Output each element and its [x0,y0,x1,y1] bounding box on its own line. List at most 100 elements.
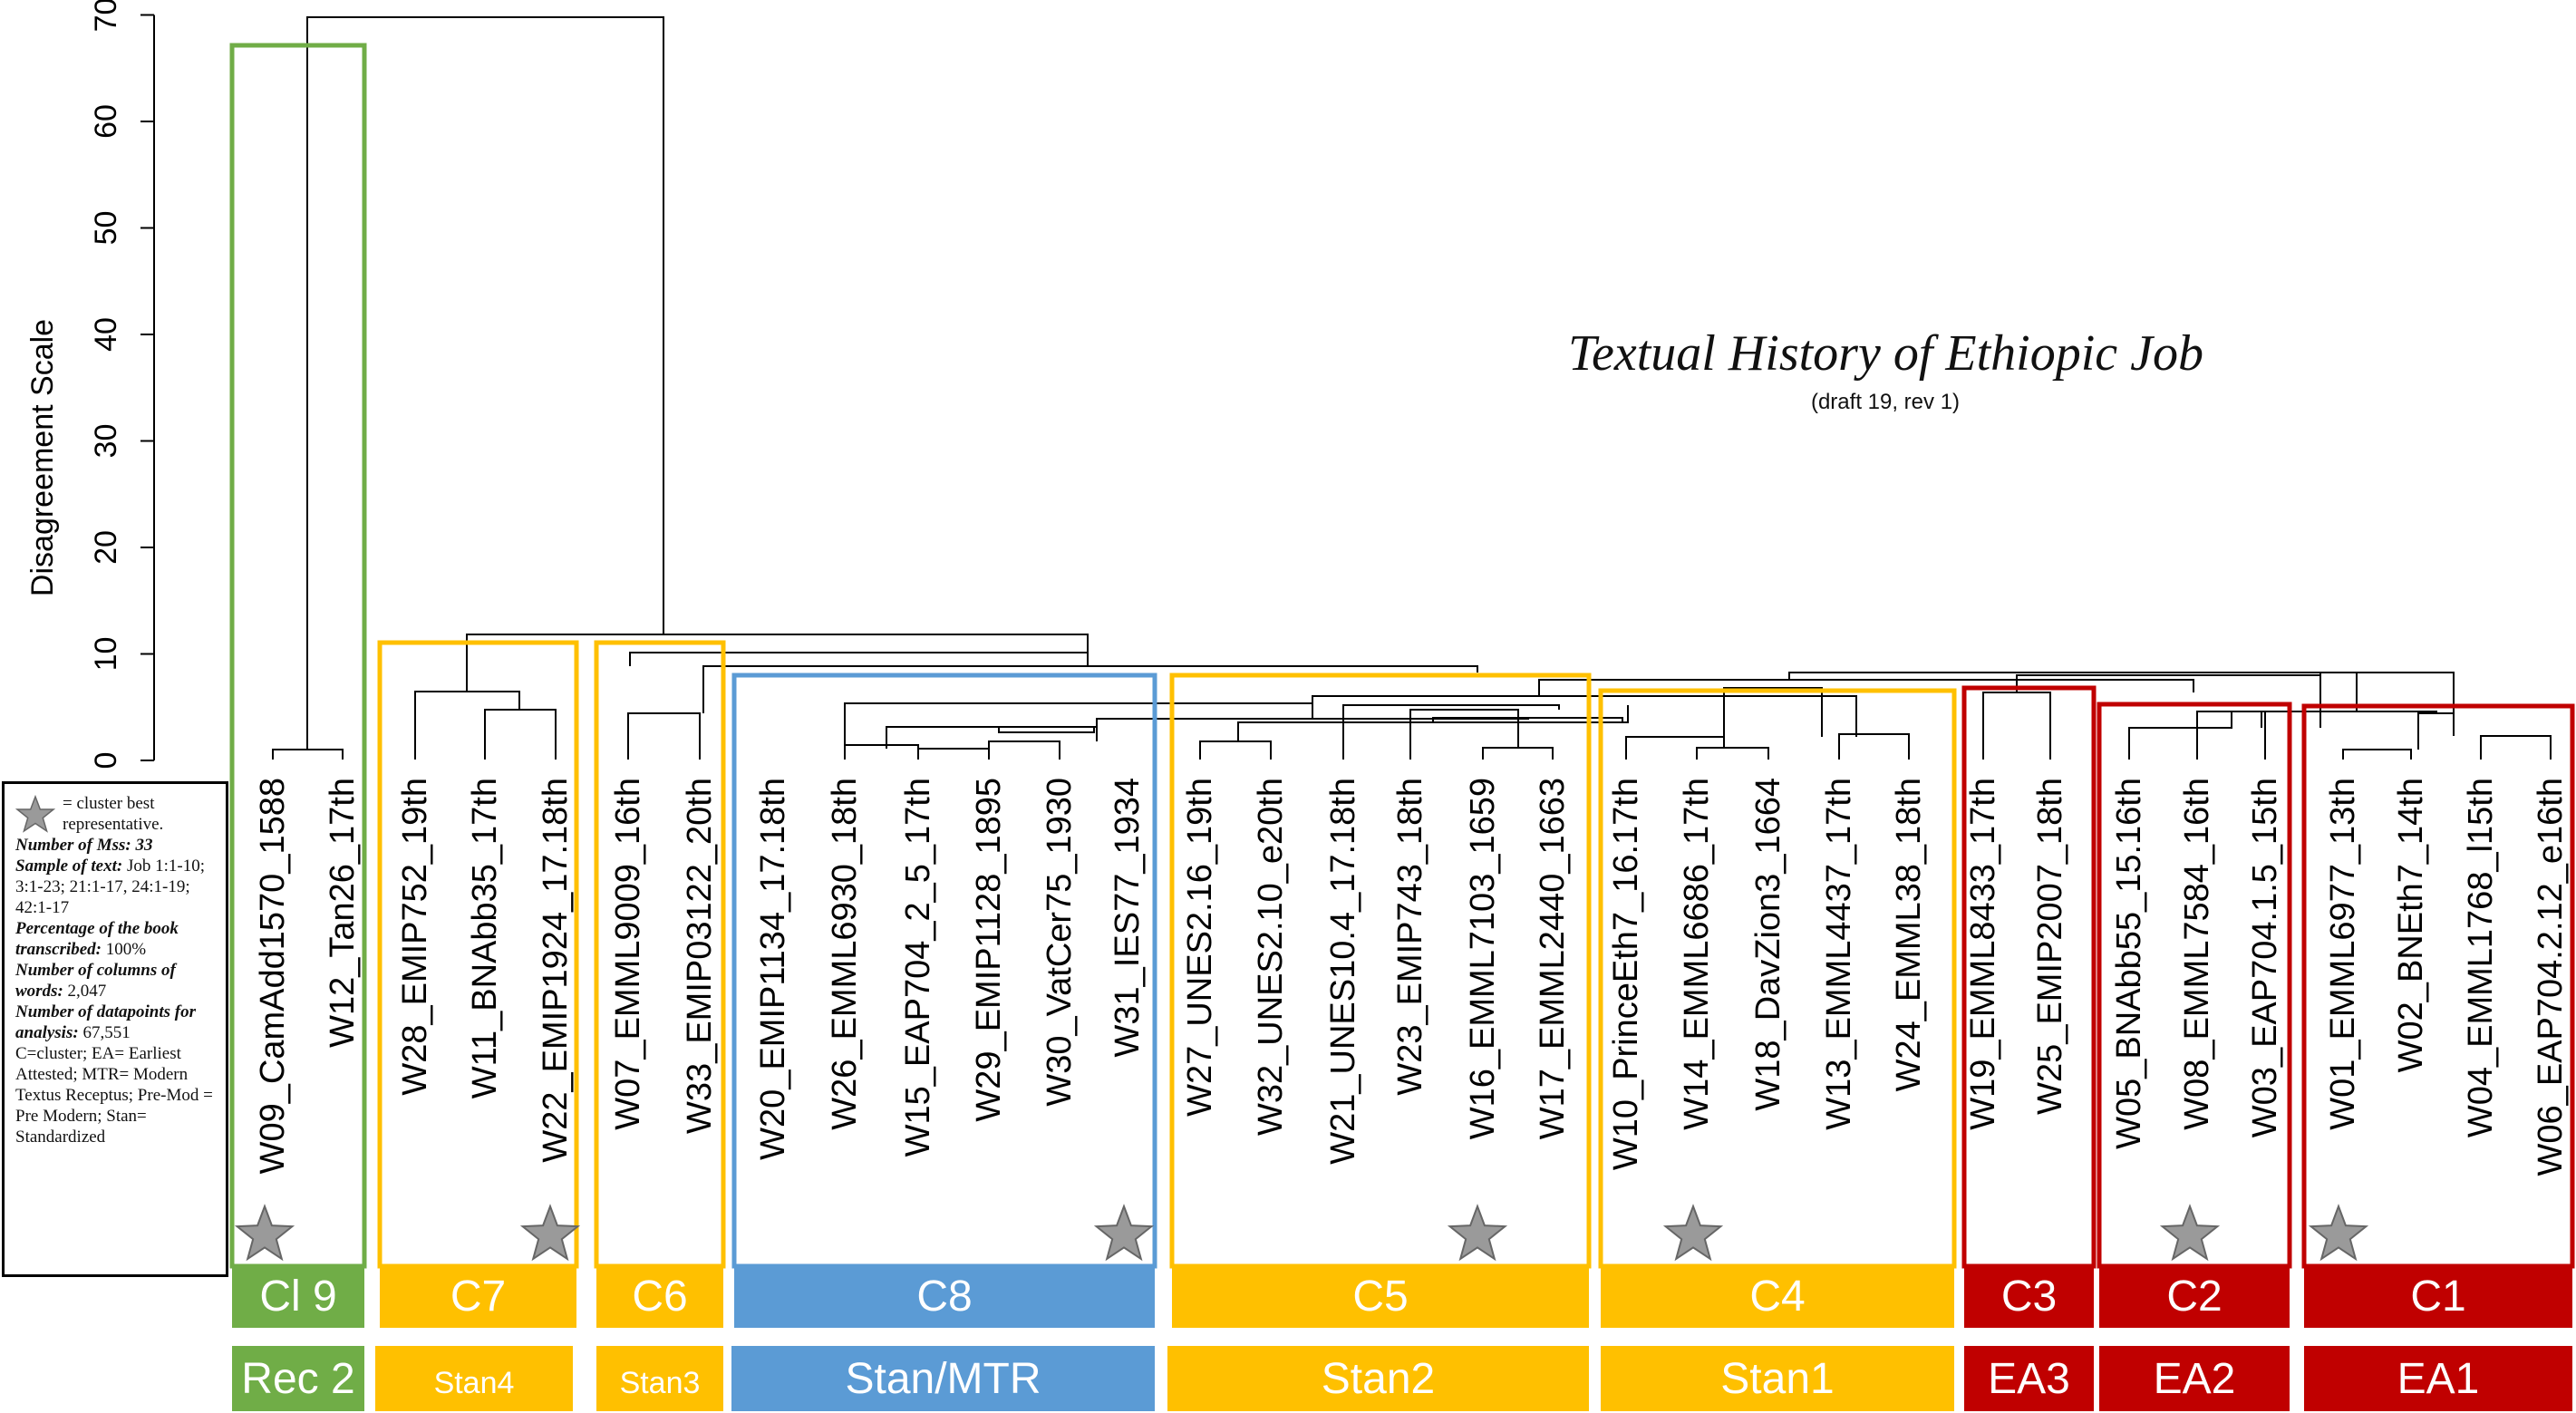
legend-percentage: Percentage of the book transcribed: 100% [15,919,179,959]
y-axis-label: Disagreement Scale [25,319,60,596]
leaf-label: W19_EMML8433_17th [1964,778,2002,1130]
tree-link [272,749,344,760]
y-tick-label: 10 [89,637,123,672]
y-tick-label: 20 [89,530,123,565]
cluster-box [229,43,367,1269]
leaf-label: W20_EMIP1134_17.18th [754,778,792,1160]
tree-link [1696,747,1769,760]
leaf-label: W05_BNAbb55_15.16th [2110,778,2148,1149]
leaf-label: W21_UNES10.4_17.18th [1324,778,1362,1165]
tree-link [844,744,919,760]
leaf-label: W16_EMML7103_1659 [1464,778,1502,1139]
tree-link [998,727,1095,733]
leaf-label: W24_EMML38_18th [1890,778,1928,1091]
cluster-label-bar [380,1266,576,1328]
y-axis: 0 10 20 30 40 50 60 70 Disagreement Scale [25,0,155,769]
dendrogram-tree [272,16,2552,760]
tree-link [844,702,1313,760]
legend-columns: Number of columns of words: 2,047 [15,961,176,1001]
leaf-label: W15_EAP704_2_5_17th [899,778,937,1157]
tree-link [1482,747,1554,760]
leaf-label: W27_UNES2.16_19th [1181,778,1219,1117]
leaf-label: W14_EMML6686_17th [1678,778,1716,1130]
group-label-bar [375,1346,573,1411]
leaf-label: W17_EMML2440_1663 [1534,778,1572,1139]
tree-link [702,665,1478,713]
cluster-label-bar [734,1266,1155,1328]
cluster-label: C3 [2001,1273,2057,1321]
tree-link [466,634,1089,692]
tree-link [629,652,1089,666]
y-tick-label: 30 [89,424,123,459]
tree-link [1342,704,1560,760]
group-label: Stan2 [1322,1355,1435,1403]
star-icon [2308,1204,2369,1262]
cluster-label-bar [2304,1266,2572,1328]
leaf-label: W03_EAP704.1.5_15th [2246,778,2284,1137]
cluster-label: C6 [632,1273,687,1321]
group-label-bar [2099,1346,2290,1411]
tree-link [2128,711,2232,760]
tree-link [1625,736,1725,760]
star-icon [1662,1204,1724,1262]
tree-link [1409,709,1519,760]
group-label-bar [1167,1346,1589,1411]
cluster-label-bar [2099,1266,2290,1328]
y-tick-label: 50 [89,211,123,246]
tree-link [306,16,664,750]
leaf-label: W18_DavZion3_1664 [1749,778,1787,1111]
tree-link [2016,674,2321,728]
leaf-label: W33_EMIP03122_20th [681,778,719,1134]
leaf-label: W26_EMML6930_18th [826,778,864,1130]
tree-link [1788,672,2358,711]
star-icon [1093,1204,1155,1262]
cluster-label: C2 [2166,1273,2222,1321]
cluster-label: Cl 9 [259,1273,336,1321]
leaf-label: W23_EMIP743_18th [1391,778,1429,1096]
y-tick-label: 40 [89,317,123,352]
legend-abbreviations: C=cluster; EA= Earliest Attested; MTR= M… [15,1044,213,1147]
tree-link [1199,740,1272,760]
leaf-label: W12_Tan26_17th [324,778,362,1048]
group-label: EA1 [2397,1355,2480,1403]
legend-datapoints: Number of datapoints for analysis: 67,55… [15,1002,196,1042]
leaf-label: W06_EAP704.2.12_e16th [2532,778,2570,1176]
leaf-label: W30_VatCer75_1930 [1041,778,1079,1107]
tree-link [1723,687,1823,737]
tree-link [1982,692,2051,760]
leaf-label: W22_EMIP1924_17.18th [537,778,575,1163]
cluster-box [731,673,1157,1269]
cluster-label-bar [1601,1266,1954,1328]
star-icon [1447,1204,1508,1262]
group-label: Stan3 [620,1366,701,1400]
leaf-label: W10_PrinceEth7_16.17th [1607,778,1645,1170]
legend-mss: Number of Mss: 33 [15,836,153,855]
star-icon [234,1204,295,1262]
cluster-box [1169,673,1592,1269]
star-icon [519,1204,581,1262]
group-label: EA2 [2154,1355,2236,1403]
group-label-bar [1964,1346,2094,1411]
legend-box: = cluster best representative. Number of… [2,781,228,1277]
leaf-label: W31_IES77_1934 [1109,778,1147,1057]
leaf-label: W11_BNAbb35_17th [466,778,504,1098]
legend-sample: Sample of text: Job 1:1-10; 3:1-23; 21:1… [15,857,205,917]
group-label: Rec 2 [241,1355,354,1403]
star-icon [2159,1204,2221,1262]
group-label-bar [232,1346,364,1411]
tree-link [484,709,557,760]
cluster-label-bar [232,1266,364,1328]
cluster-bars: Cl 9 Rec 2 C7 Stan4 C6 Stan3 C8 Stan/MTR C5 Stan2… [232,1266,2572,1411]
leaf-label: W09_CamAdd1570_1588 [254,778,292,1174]
tree-link [917,745,990,760]
tree-link [1538,679,2194,696]
group-label: Stan4 [434,1366,515,1400]
tree-link [2342,749,2412,760]
cluster-label: C7 [450,1273,506,1321]
cluster-label: C4 [1749,1273,1805,1321]
leaf-label: W28_EMIP752_19th [396,778,434,1096]
tree-link [2417,712,2455,750]
leaf-label: W04_EMML1768_l15th [2462,778,2500,1137]
cluster-label: C1 [2410,1273,2465,1321]
tree-link [886,726,1098,749]
